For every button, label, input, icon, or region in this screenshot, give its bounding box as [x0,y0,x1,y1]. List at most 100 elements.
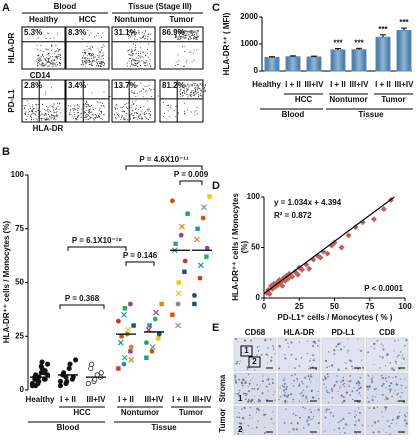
event-dot [98,60,100,62]
event-dot [37,57,39,59]
cell-stain [264,426,266,428]
cell-stain [340,380,342,383]
cell-stain [312,340,315,343]
cell-stain [303,399,305,401]
event-dot [44,118,46,120]
event-dot [179,84,181,86]
event-dot [196,34,198,36]
event-dot [59,107,61,109]
event-dot [99,102,101,104]
event-dot [130,65,132,67]
cell-stain [372,375,374,377]
event-dot [123,111,125,113]
cell-stain [305,395,307,397]
gate-percent: 8.3% [68,28,86,37]
event-dot [59,53,61,55]
cell-stain [328,422,330,424]
event-dot [183,46,185,48]
cell-stain [336,375,339,377]
cell-stain [267,394,269,396]
cell-stain [245,380,247,382]
fit-r2: R² = 0.872 [274,211,312,220]
data-point [207,194,212,199]
event-dot [115,118,117,120]
cell-stain [371,395,374,397]
cell-stain [261,379,265,383]
event-dot [148,43,150,45]
event-dot [37,29,39,31]
data-point [156,336,161,341]
cell-stain [373,342,376,346]
cell-stain [390,382,393,385]
event-dot [88,60,90,62]
event-dot [150,38,152,40]
event-dot [87,53,89,55]
cell-stain [335,380,338,383]
event-dot [118,116,120,118]
cell-stain [349,375,351,377]
cell-stain [270,359,273,362]
cell-stain [242,392,245,395]
cell-stain [391,418,394,421]
cell-stain [367,397,369,399]
event-dot [137,116,139,118]
event-dot [137,60,139,62]
cell-stain [272,411,274,413]
event-dot [88,111,90,113]
event-dot [35,115,37,117]
event-dot [42,65,44,67]
cell-stain [348,381,350,383]
event-dot [102,104,104,106]
cell-stain [255,359,257,361]
event-dot [137,61,139,63]
bracket [179,180,203,185]
event-dot [46,108,48,110]
cell-stain [269,338,272,341]
event-dot [197,91,199,93]
data-point [317,254,324,261]
cell-stain [397,415,400,418]
event-dot [189,51,191,53]
event-dot [39,49,41,51]
data-point [131,323,136,328]
event-dot [48,108,50,110]
gate-percent: 13.7% [114,81,137,90]
gate-percent: 5.3% [24,28,42,37]
event-dot [150,66,152,68]
cell-stain [295,428,299,431]
cell-stain [235,338,238,341]
event-dot [39,114,41,116]
event-dot [52,62,54,64]
event-dot [29,108,31,110]
cell-stain [351,390,354,393]
event-dot [132,117,134,119]
event-dot [145,117,147,119]
event-dot [191,32,193,34]
event-dot [141,116,143,118]
cell-stain [245,376,247,378]
event-dot [37,37,39,39]
event-dot [59,65,61,67]
cell-stain [339,385,341,387]
event-dot [45,48,47,50]
cell-stain [324,359,328,363]
event-dot [191,90,193,92]
cell-stain [292,412,295,415]
event-dot [135,96,137,98]
event-dot [81,52,83,54]
cell-stain [310,408,312,410]
event-dot [47,110,49,112]
event-dot [43,117,45,119]
event-dot [193,36,195,38]
y-tick-label: 0 [254,66,259,75]
cell-stain [406,412,408,414]
event-dot [131,48,133,50]
event-dot [130,114,132,116]
event-dot [88,35,90,37]
cell-stain [242,387,244,389]
event-dot [103,64,105,66]
cell-stain [239,422,243,425]
data-point [192,301,197,307]
y-tick-label: 100 [11,170,25,179]
event-dot [91,63,93,65]
